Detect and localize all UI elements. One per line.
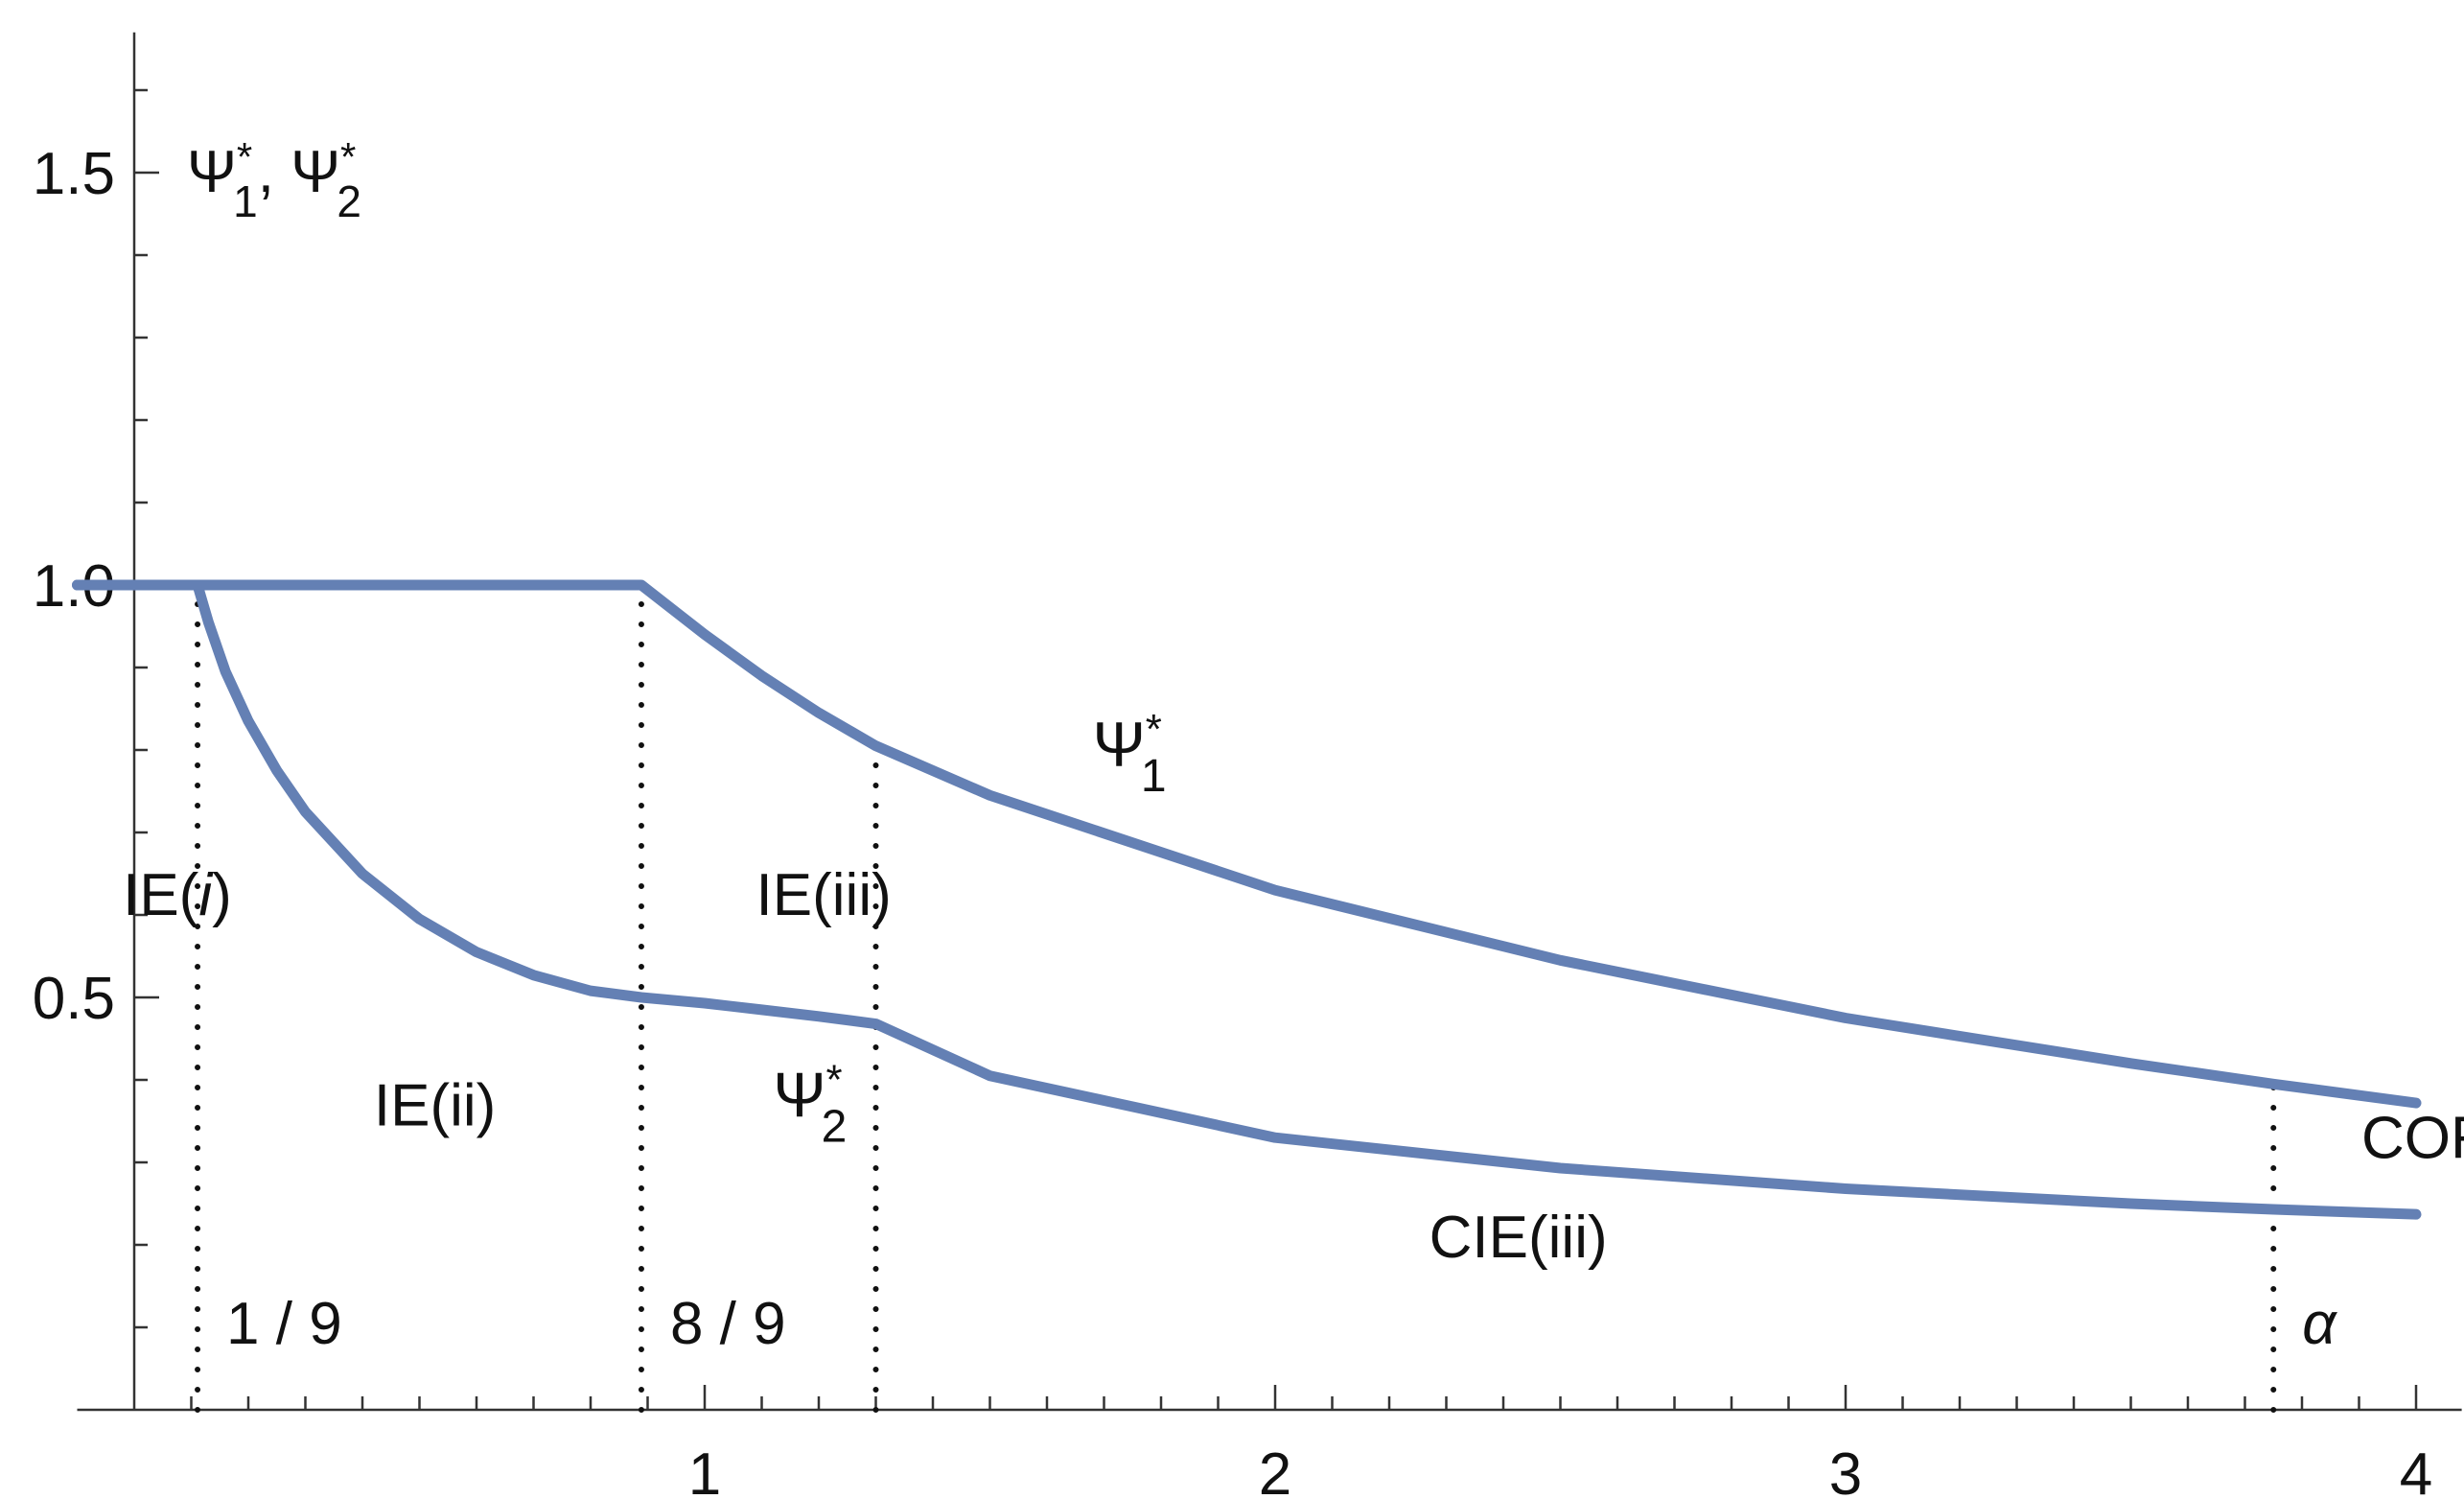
series-label-psi: Ψ bbox=[1093, 709, 1146, 780]
x-tick-label: 1 bbox=[688, 1441, 721, 1499]
x-tick-label: 2 bbox=[1259, 1441, 1291, 1499]
reference-lines: 1 / 9 8 / 9 α bbox=[195, 582, 2337, 1413]
y-axis-title-psi: , Ψ bbox=[258, 139, 340, 205]
region-label-text: COR bbox=[2361, 1106, 2464, 1172]
region-label-cie-iii: CIE(iii) bbox=[1430, 1205, 1608, 1271]
region-label-text: IE( bbox=[123, 862, 199, 928]
reference-line-label: 1 / 9 bbox=[226, 1291, 342, 1357]
series-label-sup: * bbox=[826, 1057, 843, 1104]
y-axis-title-sup: * bbox=[237, 134, 252, 179]
region-label-ie-ii: IE(ii) bbox=[374, 1072, 496, 1138]
region-label-ie-iii: IE(iii) bbox=[756, 862, 892, 928]
series-label-psi: Ψ bbox=[773, 1060, 825, 1131]
region-label-text: IE(iii) bbox=[756, 862, 892, 928]
x-tick-label: 3 bbox=[1829, 1441, 1862, 1499]
y-axis-title: Ψ* 1, Ψ* 2 bbox=[187, 134, 361, 226]
series-label-sub: 2 bbox=[822, 1102, 848, 1153]
labels: Ψ*1Ψ*2IE(i)IE(ii)IE(iii)CIE(iii)COR bbox=[123, 706, 2464, 1271]
y-tick-label: 0.5 bbox=[33, 966, 115, 1032]
region-label-text: ) bbox=[212, 862, 232, 928]
series-label-sup: * bbox=[1146, 706, 1162, 753]
y-axis-title-psi: Ψ bbox=[187, 139, 237, 205]
region-label-text: CIE(iii) bbox=[1430, 1205, 1608, 1271]
region-label-cor: COR bbox=[2361, 1106, 2464, 1172]
region-label-text: IE(ii) bbox=[374, 1072, 496, 1138]
region-label-italic: i bbox=[198, 862, 214, 928]
series-line-1 bbox=[72, 579, 2422, 1109]
region-label-ie-i: IE(i) bbox=[123, 862, 232, 928]
series-group bbox=[72, 579, 2422, 1220]
reference-line-label: 8 / 9 bbox=[670, 1291, 786, 1357]
reference-line-label: α bbox=[2302, 1291, 2337, 1357]
series-label-1: Ψ* 1 bbox=[1093, 706, 1167, 802]
y-tick-label: 1.5 bbox=[33, 141, 115, 207]
series-line-2 bbox=[72, 579, 2422, 1220]
y-axis-title-sup: * bbox=[340, 134, 356, 179]
x-tick-label: 4 bbox=[2400, 1441, 2432, 1499]
y-axis-title-sub: 1 bbox=[233, 176, 258, 226]
axes: 1 2 3 40.51.01.5 Ψ* 1, Ψ* 2 bbox=[33, 32, 2462, 1499]
series-label-sub: 1 bbox=[1141, 751, 1167, 802]
y-axis-title-sub: 2 bbox=[337, 176, 361, 226]
series-label-2: Ψ* 2 bbox=[773, 1057, 847, 1153]
